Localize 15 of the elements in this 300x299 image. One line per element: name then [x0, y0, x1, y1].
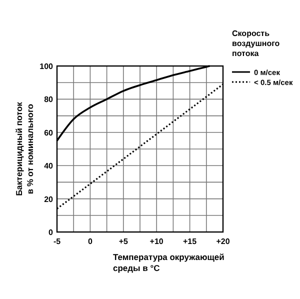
y-tick-label: 0 [48, 228, 54, 237]
x-tick-label: -5 [53, 237, 62, 246]
x-tick-label: +20 [216, 237, 230, 246]
y-tick-label: 20 [44, 194, 54, 204]
y-tick-label: 40 [44, 162, 54, 171]
y-axis-title: Бактерицидный поток в % от номинального [14, 101, 35, 196]
x-axis-title: Температура окружающей среды в °C [113, 252, 224, 273]
x-tick-label: +10 [150, 237, 164, 246]
x-tick-label: +5 [118, 237, 129, 246]
y-tick-label: 80 [44, 95, 54, 104]
x-tick-label: +15 [183, 237, 198, 246]
legend-title: Скорость воздушного потока [232, 29, 280, 58]
x-tick-label: 0 [88, 237, 93, 246]
y-tick-label: 60 [44, 128, 54, 138]
y-tick-label: 100 [40, 62, 54, 71]
